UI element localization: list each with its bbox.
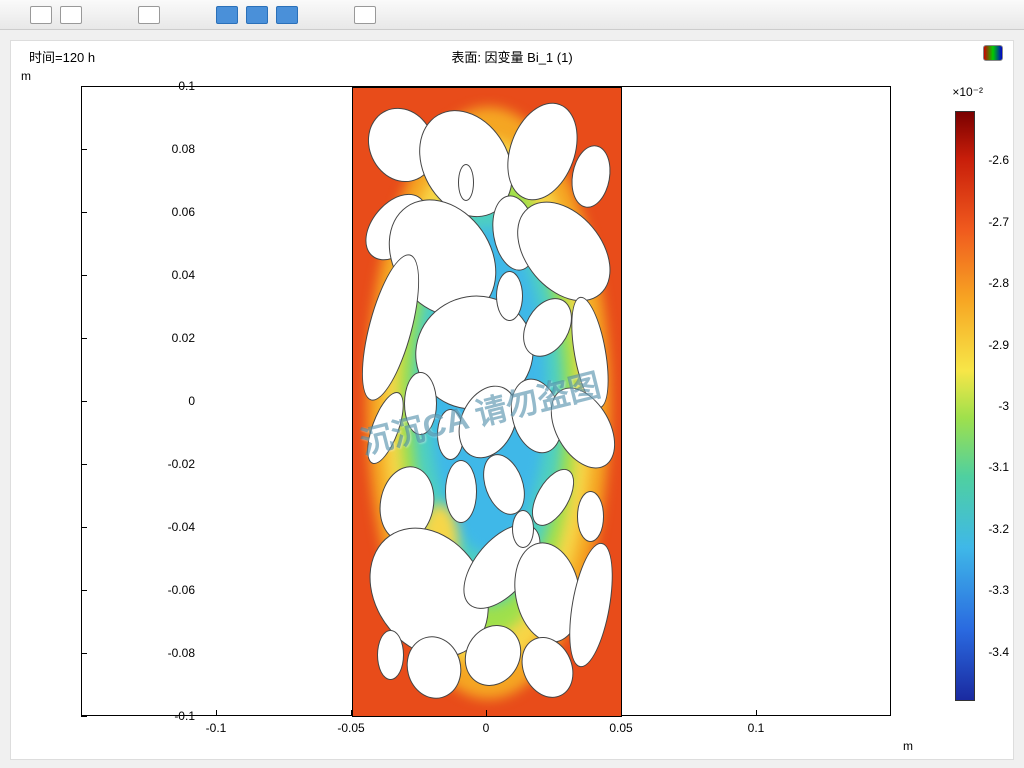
y-tick-label: -0.04 [149, 520, 195, 534]
x-tick-label: 0 [483, 721, 490, 735]
void-ellipse [512, 510, 534, 548]
y-tick-label: -0.06 [149, 583, 195, 597]
colorbar-tick-label: -2.8 [988, 276, 1009, 290]
y-tick-label: -0.1 [149, 709, 195, 723]
plot-container: 时间=120 h 表面: 因变量 Bi_1 (1) m 沉沉CA 请勿盗图 m … [10, 40, 1014, 760]
colorbar-tick-label: -3.1 [988, 460, 1009, 474]
y-tick-label: 0.04 [149, 268, 195, 282]
tb-box-icon[interactable] [138, 6, 160, 24]
tb-reset-icon[interactable] [354, 6, 376, 24]
colorbar-tick-label: -2.7 [988, 215, 1009, 229]
y-tick-label: 0.08 [149, 142, 195, 156]
colorbar [955, 111, 975, 701]
tb-zoom-in-icon[interactable] [30, 6, 52, 24]
tb-view1-icon[interactable] [216, 6, 238, 24]
x-tick-label: 0.1 [748, 721, 765, 735]
y-axis-unit: m [21, 69, 31, 83]
colorbar-exponent: ×10⁻² [952, 85, 983, 99]
y-tick-label: 0 [149, 394, 195, 408]
colorbar-tick-label: -3 [998, 399, 1009, 413]
y-tick-label: 0.06 [149, 205, 195, 219]
heatmap-region [352, 87, 622, 717]
void-ellipse [577, 491, 604, 541]
tb-view2-icon[interactable] [246, 6, 268, 24]
void-ellipse [496, 271, 523, 321]
comsol-logo-icon [983, 45, 1003, 61]
tb-zoom-out-icon[interactable] [60, 6, 82, 24]
colorbar-tick-label: -2.6 [988, 153, 1009, 167]
plot-area[interactable]: 沉沉CA 请勿盗图 [81, 86, 891, 716]
void-ellipse [458, 164, 474, 202]
y-tick-label: -0.08 [149, 646, 195, 660]
colorbar-tick-label: -3.4 [988, 645, 1009, 659]
x-tick-label: 0.05 [609, 721, 632, 735]
plot-title: 表面: 因变量 Bi_1 (1) [11, 47, 1013, 66]
colorbar-tick-label: -3.2 [988, 522, 1009, 536]
y-tick-label: -0.02 [149, 457, 195, 471]
tb-view3-icon[interactable] [276, 6, 298, 24]
y-tick-label: 0.02 [149, 331, 195, 345]
colorbar-tick-label: -3.3 [988, 583, 1009, 597]
x-tick-label: -0.1 [206, 721, 227, 735]
x-tick-label: -0.05 [337, 721, 364, 735]
void-ellipse [377, 630, 404, 680]
toolbar [0, 0, 1024, 30]
y-tick-label: 0.1 [149, 79, 195, 93]
x-axis-unit: m [903, 739, 913, 753]
colorbar-tick-label: -2.9 [988, 338, 1009, 352]
